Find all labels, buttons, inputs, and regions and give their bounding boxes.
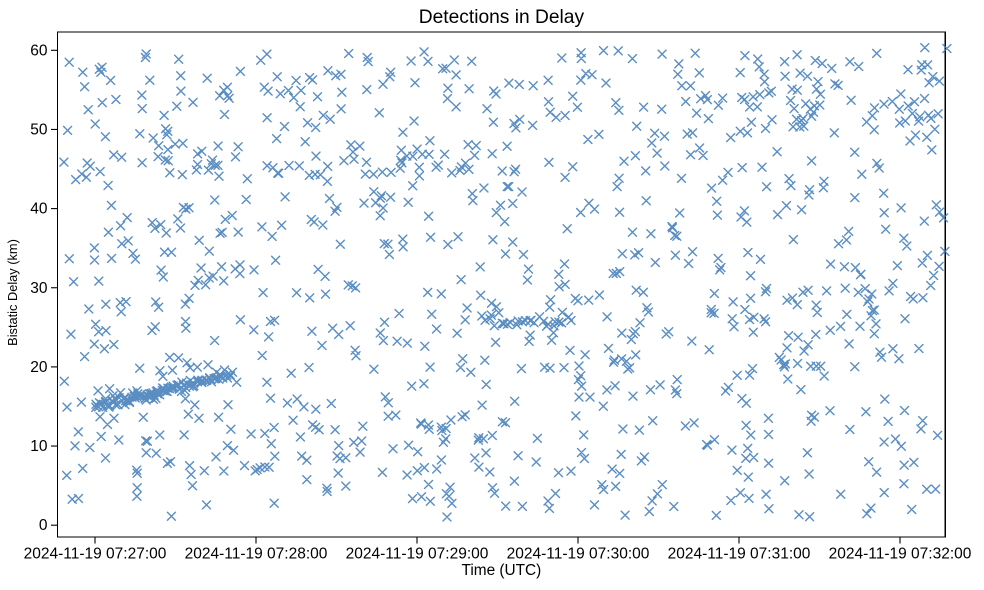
svg-text:2024-11-19 07:32:00: 2024-11-19 07:32:00 [829,546,972,563]
svg-text:2024-11-19 07:31:00: 2024-11-19 07:31:00 [668,546,811,563]
svg-text:Bistatic Delay (km): Bistatic Delay (km) [5,239,20,346]
svg-text:40: 40 [30,201,48,218]
svg-text:20: 20 [30,359,48,376]
svg-text:2024-11-19 07:28:00: 2024-11-19 07:28:00 [185,546,328,563]
svg-text:50: 50 [30,121,48,138]
svg-text:10: 10 [30,438,48,455]
svg-text:60: 60 [30,42,48,59]
svg-text:2024-11-19 07:30:00: 2024-11-19 07:30:00 [507,546,650,563]
svg-text:2024-11-19 07:27:00: 2024-11-19 07:27:00 [24,546,167,563]
svg-text:0: 0 [39,517,48,534]
svg-text:30: 30 [30,280,48,297]
svg-text:2024-11-19 07:29:00: 2024-11-19 07:29:00 [346,546,489,563]
